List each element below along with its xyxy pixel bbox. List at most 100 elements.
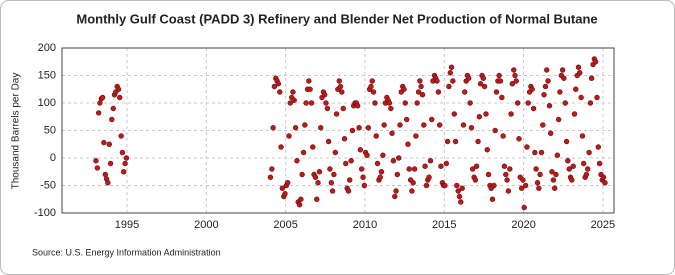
point: [411, 166, 418, 172]
point: [119, 149, 126, 156]
point: [414, 100, 420, 106]
point: [446, 83, 452, 90]
point: [554, 152, 561, 158]
y-tick-label: -100: [34, 207, 56, 219]
point: [97, 100, 103, 106]
point: [459, 185, 465, 191]
point: [538, 149, 545, 156]
point: [551, 185, 558, 191]
point: [308, 100, 315, 106]
point: [325, 138, 332, 145]
point: [515, 100, 521, 106]
x-tick-label: 2015: [432, 219, 456, 231]
point: [545, 78, 551, 84]
x-tick-label: 2025: [591, 219, 615, 231]
point: [277, 89, 283, 95]
point: [314, 196, 320, 202]
y-tick-label: 150: [38, 69, 56, 81]
point: [415, 89, 422, 95]
point: [584, 166, 591, 172]
point: [518, 185, 525, 191]
point: [106, 141, 112, 147]
point: [389, 130, 395, 136]
point: [340, 105, 346, 112]
point: [501, 163, 508, 169]
point: [285, 180, 291, 186]
point: [581, 160, 587, 167]
point: [516, 136, 522, 142]
y-axis-label: Thousand Barrels per Day: [11, 73, 22, 190]
point: [354, 103, 361, 109]
point: [110, 105, 116, 112]
point: [270, 125, 276, 131]
point: [118, 133, 124, 139]
point: [324, 105, 331, 112]
x-tick-label: 1995: [115, 219, 139, 231]
x-tick-label: 2020: [511, 219, 535, 231]
point: [468, 125, 475, 131]
point: [279, 185, 286, 191]
point: [484, 147, 490, 153]
point: [332, 149, 339, 156]
point: [513, 78, 519, 84]
point: [520, 177, 526, 183]
point: [405, 141, 411, 147]
point: [419, 92, 426, 98]
point: [540, 122, 546, 128]
point: [499, 94, 505, 101]
point: [401, 86, 407, 92]
point: [298, 196, 304, 202]
y-tick-label: 100: [38, 97, 56, 109]
point: [349, 127, 356, 134]
point: [418, 83, 424, 90]
point: [511, 67, 517, 73]
point: [575, 64, 582, 70]
point: [521, 204, 527, 211]
point: [341, 136, 348, 142]
point: [368, 83, 374, 90]
point: [372, 100, 378, 106]
x-tick-label: 2005: [273, 219, 297, 231]
point: [388, 105, 394, 112]
point: [460, 122, 467, 128]
point: [544, 67, 550, 73]
x-tick-label: 2000: [194, 219, 218, 231]
point: [561, 75, 567, 81]
point: [579, 133, 586, 139]
point: [602, 180, 608, 186]
point: [503, 171, 509, 178]
point: [586, 149, 592, 156]
point: [557, 89, 563, 95]
point: [312, 174, 319, 180]
point: [462, 89, 468, 95]
point: [467, 100, 473, 106]
point: [569, 177, 575, 183]
point: [95, 110, 102, 116]
point: [600, 174, 607, 180]
point: [343, 160, 349, 167]
point: [435, 89, 442, 95]
point: [347, 177, 353, 183]
point: [267, 174, 274, 180]
plot-border: [61, 47, 615, 214]
point: [497, 78, 504, 84]
point: [327, 166, 333, 172]
point: [333, 111, 340, 117]
point: [473, 163, 480, 169]
point: [373, 133, 379, 139]
point: [403, 116, 410, 123]
point: [563, 138, 570, 145]
point: [294, 158, 300, 164]
point: [456, 193, 463, 200]
point: [386, 100, 393, 106]
point: [505, 188, 512, 194]
point: [533, 166, 539, 172]
point: [296, 202, 303, 208]
point: [360, 174, 366, 180]
point: [512, 72, 518, 79]
source-note: Source: U.S. Energy Information Administ…: [32, 247, 221, 257]
point: [291, 97, 297, 103]
point: [592, 59, 599, 65]
point: [339, 89, 345, 95]
